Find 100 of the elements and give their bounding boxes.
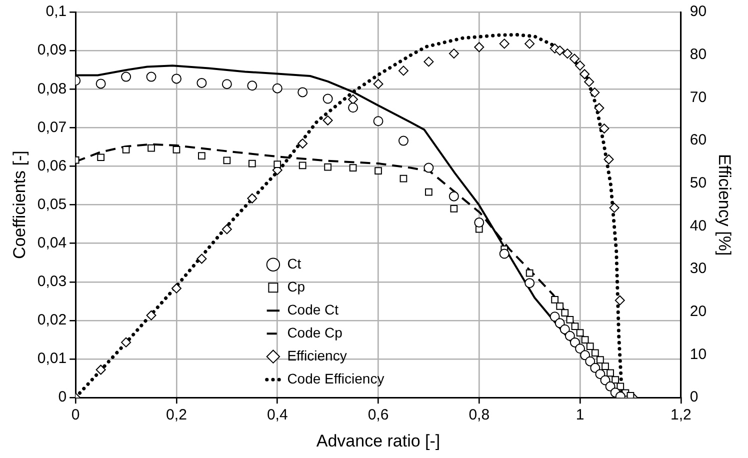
legend-label: Ct — [287, 255, 302, 272]
point — [594, 102, 604, 113]
point — [524, 38, 535, 49]
point — [122, 146, 130, 154]
point — [349, 164, 357, 172]
point — [551, 296, 558, 304]
point — [373, 78, 384, 89]
y-tick-label: 0,07 — [37, 118, 67, 136]
point — [223, 156, 231, 164]
point — [148, 144, 155, 152]
point — [614, 295, 625, 306]
point — [585, 356, 596, 366]
y-tick-label: 0,04 — [37, 234, 67, 252]
y2-tick-label: 60 — [690, 132, 707, 149]
legend-label: Code Ct — [287, 301, 339, 318]
y2-tick-label: 0 — [690, 388, 698, 406]
point — [196, 254, 207, 264]
y-tick-label: 0,06 — [37, 157, 67, 174]
point — [448, 48, 459, 59]
legend-label: Cp — [287, 278, 306, 294]
point — [272, 83, 282, 94]
x-axis-title: Advance ratio [-] — [316, 431, 440, 450]
x-tick-label: 0,2 — [166, 406, 187, 424]
point — [596, 356, 604, 364]
point — [322, 115, 333, 126]
point — [348, 94, 358, 104]
point — [499, 38, 510, 49]
y-tick-label: 0,08 — [37, 80, 67, 98]
point — [580, 69, 590, 80]
x-tick-label: 1 — [576, 406, 584, 424]
point — [604, 154, 614, 164]
point — [556, 302, 564, 310]
point — [561, 309, 569, 316]
point — [569, 54, 580, 64]
point — [96, 364, 106, 375]
y-axis-title: Coefficients [-] — [10, 150, 29, 259]
point — [424, 162, 434, 173]
point — [146, 310, 156, 320]
point — [575, 60, 586, 71]
point — [560, 324, 570, 334]
point — [626, 392, 634, 398]
point — [97, 154, 104, 162]
legend-label: Efficiency — [287, 347, 347, 364]
point — [298, 162, 306, 170]
point — [196, 78, 207, 88]
y2-tick-label: 40 — [690, 217, 707, 234]
point — [274, 160, 282, 168]
point — [222, 79, 232, 90]
point — [398, 136, 408, 146]
point — [575, 344, 586, 354]
point — [584, 76, 594, 87]
point — [373, 116, 384, 126]
point — [612, 376, 620, 384]
x-tick-label: 0,8 — [468, 406, 490, 424]
point — [171, 74, 182, 84]
point — [526, 269, 534, 277]
legend-label: Code Cp — [287, 324, 343, 340]
legend-label: Code Efficiency — [287, 370, 384, 386]
y2-tick-label: 70 — [690, 88, 707, 106]
y-tick-label: 0,01 — [37, 350, 67, 368]
x-tick-label: 0,4 — [266, 406, 288, 424]
y2-tick-label: 10 — [690, 346, 707, 363]
y2-axis-title: Efficiency [%] — [715, 154, 734, 256]
point — [450, 204, 458, 212]
point — [581, 336, 589, 344]
point — [586, 342, 594, 350]
point — [499, 248, 510, 259]
point — [474, 42, 484, 52]
point — [172, 146, 180, 154]
point — [576, 329, 584, 336]
point — [606, 369, 614, 377]
y2-tick-label: 90 — [690, 3, 707, 20]
point — [348, 102, 358, 113]
point — [198, 152, 206, 160]
point — [96, 78, 106, 89]
point — [599, 124, 610, 134]
point — [524, 278, 535, 288]
point — [322, 94, 333, 104]
point — [247, 80, 258, 91]
point — [121, 337, 132, 348]
y2-tick-label: 20 — [690, 303, 707, 320]
point — [590, 88, 600, 98]
point — [398, 66, 408, 76]
y2-tick-label: 50 — [690, 174, 707, 192]
y-tick-label: 0,09 — [37, 42, 67, 59]
point — [247, 193, 258, 204]
point — [424, 56, 434, 67]
point — [550, 312, 560, 322]
point — [591, 349, 599, 357]
y-tick-label: 0,02 — [37, 312, 67, 329]
point — [222, 224, 232, 234]
y2-tick-label: 80 — [690, 46, 707, 63]
point — [171, 283, 182, 294]
point — [602, 362, 609, 370]
point — [146, 72, 156, 82]
point — [425, 188, 432, 196]
point — [474, 218, 484, 228]
point — [571, 322, 579, 330]
y2-tick-label: 30 — [690, 260, 707, 278]
y-tick-label: 0,03 — [37, 273, 67, 290]
